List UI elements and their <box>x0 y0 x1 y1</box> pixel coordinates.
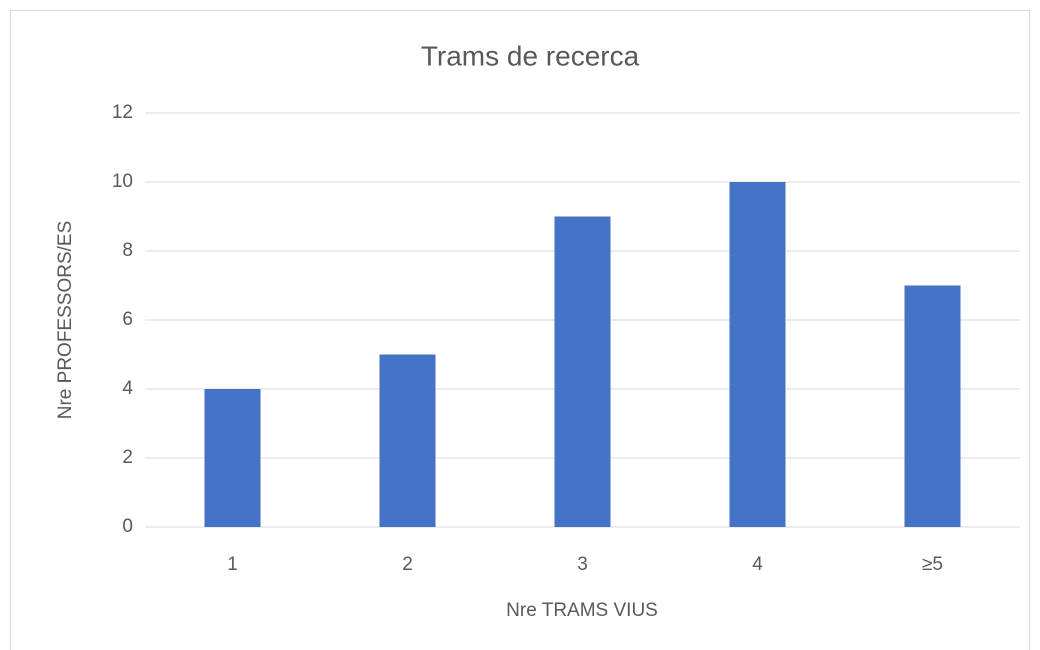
bar <box>729 182 786 527</box>
y-tick-label: 4 <box>122 378 133 399</box>
x-tick-label: 3 <box>577 554 588 575</box>
y-tick-label: 6 <box>122 309 133 330</box>
y-axis-label: Nre PROFESSORS/ES <box>55 221 76 420</box>
y-tick-label: 8 <box>122 240 133 261</box>
x-tick-label: 1 <box>227 554 238 575</box>
x-tick-label: 2 <box>402 554 413 575</box>
x-tick-label: ≥5 <box>922 554 943 575</box>
bar <box>379 354 436 527</box>
bar <box>554 216 611 527</box>
y-tick-label: 0 <box>122 516 133 537</box>
x-tick-label: 4 <box>752 554 763 575</box>
y-tick-label: 2 <box>122 447 133 468</box>
chart-title: Trams de recerca <box>421 40 640 71</box>
x-axis-label: Nre TRAMS VIUS <box>506 600 658 621</box>
bar <box>904 285 961 527</box>
y-tick-label: 12 <box>112 102 133 123</box>
y-tick-label: 10 <box>112 171 133 192</box>
chart-frame <box>10 10 1030 650</box>
bar <box>204 389 261 527</box>
